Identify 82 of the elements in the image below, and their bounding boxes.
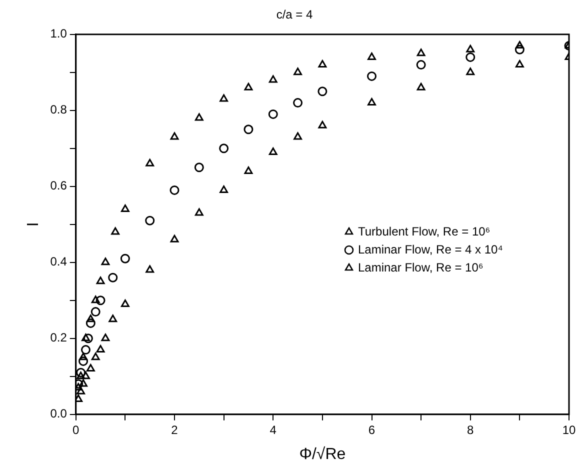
y-tick-label: 0.8	[50, 102, 68, 117]
x-axis-title: Φ/√Re	[299, 446, 346, 463]
point	[146, 265, 154, 273]
point	[86, 364, 95, 372]
x-tick-label: 10	[562, 422, 576, 437]
point	[76, 386, 86, 394]
point	[294, 68, 302, 76]
point	[145, 216, 155, 226]
point	[466, 52, 476, 62]
legend-label: Turbulent Flow, Re = 10⁶	[358, 224, 490, 238]
point	[120, 299, 130, 307]
point	[101, 334, 110, 342]
point	[76, 394, 83, 402]
point	[294, 132, 302, 140]
point	[91, 296, 100, 304]
point	[318, 60, 327, 68]
point	[101, 258, 110, 266]
point	[90, 307, 100, 317]
point	[111, 227, 120, 235]
point	[79, 379, 88, 387]
point	[514, 44, 524, 54]
point	[268, 75, 278, 83]
y-axis-title: I	[25, 222, 42, 227]
point	[244, 166, 253, 174]
point	[170, 132, 179, 140]
point	[416, 82, 426, 90]
point	[368, 98, 376, 106]
point	[108, 314, 118, 322]
point	[244, 124, 254, 134]
point	[220, 94, 228, 102]
point	[466, 68, 475, 76]
point	[120, 254, 130, 264]
point	[194, 162, 204, 172]
point	[83, 334, 93, 344]
point	[96, 296, 106, 306]
point	[318, 86, 328, 96]
legend-label: Laminar Flow, Re = 4 x 10⁴	[358, 242, 503, 256]
point	[82, 334, 90, 342]
point	[96, 345, 105, 353]
point	[76, 368, 86, 378]
point	[76, 372, 86, 380]
point	[82, 372, 90, 380]
point	[86, 314, 95, 322]
point	[416, 48, 426, 56]
point	[86, 318, 96, 328]
legend-label: Laminar Flow, Re = 10⁶	[358, 260, 484, 274]
point	[78, 356, 88, 366]
y-tick-label: 0.0	[50, 406, 68, 421]
y-tick-label: 0.6	[50, 178, 68, 193]
point	[268, 147, 278, 155]
point	[368, 52, 376, 60]
point	[293, 98, 303, 108]
point	[220, 185, 228, 193]
point	[80, 345, 90, 355]
point	[91, 352, 100, 360]
point	[170, 234, 179, 242]
y-tick-label: 0.2	[50, 330, 68, 345]
point	[318, 120, 327, 128]
point	[120, 204, 130, 212]
point	[219, 144, 229, 154]
point	[194, 208, 204, 216]
point	[96, 276, 105, 284]
point	[146, 158, 154, 166]
x-tick-label: 0	[72, 422, 80, 437]
point	[268, 109, 278, 119]
point	[466, 44, 475, 52]
point	[367, 71, 377, 81]
x-tick-label: 2	[171, 422, 178, 437]
x-tick-label: 4	[270, 422, 277, 437]
point	[79, 352, 88, 360]
y-tick-label: 0.4	[50, 254, 68, 269]
point	[416, 60, 426, 70]
y-tick-label: 1.0	[50, 26, 68, 41]
chart-title: c/a = 4	[276, 8, 314, 22]
point	[244, 82, 253, 90]
point	[515, 60, 524, 68]
point	[515, 41, 524, 49]
x-tick-label: 6	[368, 422, 376, 437]
x-tick-label: 8	[467, 422, 474, 437]
point	[194, 113, 204, 121]
point	[170, 185, 180, 195]
point	[108, 272, 118, 282]
